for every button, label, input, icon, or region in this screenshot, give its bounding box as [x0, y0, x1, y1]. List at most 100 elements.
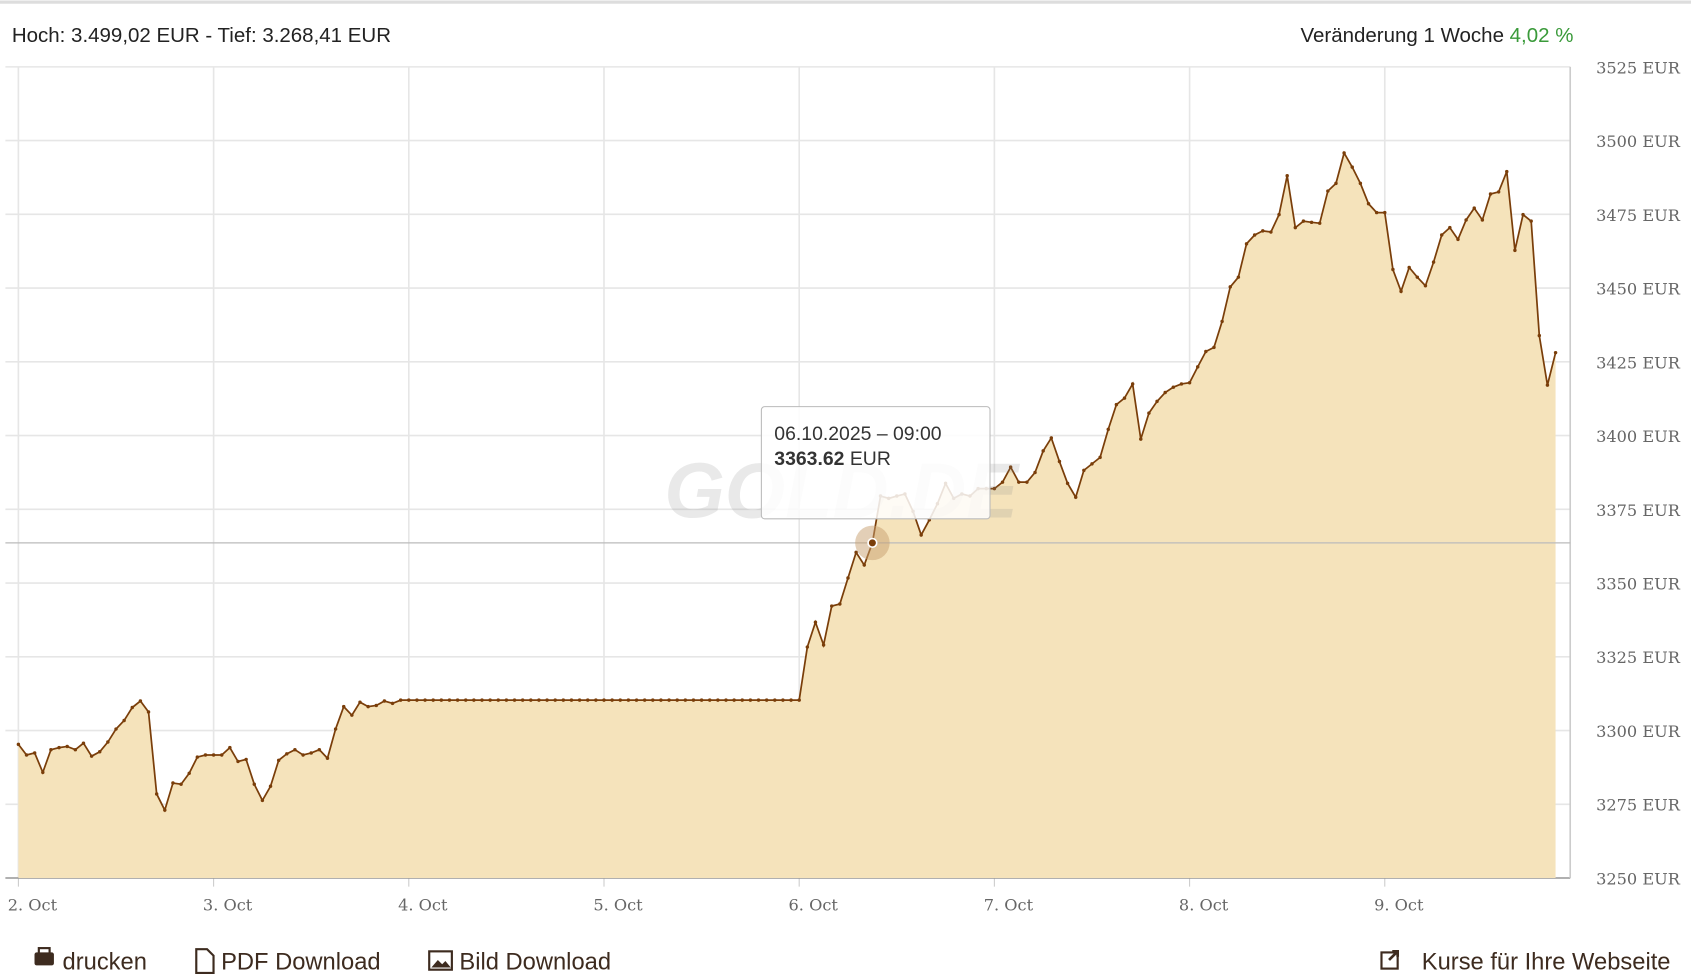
print-label[interactable]: drucken: [63, 950, 147, 974]
y-tick-label: 3500 EUR: [1596, 132, 1681, 151]
data-point: [114, 727, 118, 731]
y-tick-label: 3525 EUR: [1596, 58, 1681, 77]
footer: drucken PDF Download Bild Download Kurse…: [34, 947, 1671, 974]
data-point: [407, 698, 411, 702]
data-point: [805, 645, 810, 649]
data-point: [813, 620, 818, 625]
data-point: [732, 698, 736, 702]
area-fill: [18, 153, 1556, 879]
data-point: [1228, 285, 1232, 289]
data-point: [187, 771, 191, 776]
x-tick-label: 5. Oct: [593, 895, 643, 914]
data-point: [1179, 382, 1184, 386]
data-point: [285, 752, 289, 756]
data-point: [106, 740, 110, 744]
data-point: [1496, 190, 1501, 194]
data-point: [1342, 151, 1346, 155]
data-point: [1073, 495, 1078, 499]
high-low: Hoch: 3.499,02 EUR - Tief: 3.268,41 EUR: [12, 24, 391, 47]
data-point: [1553, 350, 1558, 355]
data-point: [390, 701, 395, 706]
data-point: [130, 705, 134, 710]
data-point: [260, 798, 265, 803]
data-point: [1236, 275, 1241, 279]
data-point: [293, 747, 297, 752]
data-point: [309, 751, 313, 755]
y-tick-label: 3250 EUR: [1596, 869, 1681, 888]
data-point: [1423, 284, 1428, 288]
y-tick-label: 3400 EUR: [1596, 427, 1681, 446]
tooltip-value: 3363.62 EUR: [774, 448, 891, 470]
data-point: [1537, 333, 1542, 338]
data-point: [1480, 218, 1485, 222]
data-point: [529, 698, 533, 702]
data-point: [691, 698, 696, 702]
data-point: [1277, 212, 1281, 217]
data-point: [1399, 289, 1403, 294]
data-point: [1472, 206, 1476, 210]
data-point: [569, 698, 574, 702]
data-point: [65, 744, 69, 749]
data-point: [992, 486, 997, 491]
data-point: [1383, 210, 1387, 215]
data-point: [1171, 385, 1176, 389]
data-point: [488, 698, 492, 702]
data-point: [1334, 181, 1338, 186]
data-point: [1269, 230, 1273, 234]
data-point: [1456, 237, 1460, 242]
data-point: [98, 750, 102, 754]
data-point: [846, 576, 850, 580]
data-point: [464, 698, 468, 702]
data-point: [195, 755, 200, 759]
data-point: [1130, 382, 1135, 386]
data-point: [1293, 225, 1298, 230]
y-tick-label: 3475 EUR: [1596, 206, 1681, 225]
data-point: [122, 718, 126, 723]
data-point: [81, 741, 86, 745]
data-point: [1122, 396, 1127, 400]
data-point: [1147, 411, 1151, 415]
data-point: [1317, 221, 1322, 225]
data-point: [1139, 437, 1143, 441]
data-point: [716, 698, 720, 702]
data-point: [1244, 242, 1249, 246]
image-label[interactable]: Bild Download: [459, 950, 611, 974]
data-point: [724, 698, 728, 702]
data-point: [163, 808, 167, 812]
embed-button[interactable]: Kurse für Ihre Webseite: [1380, 950, 1671, 974]
data-point: [455, 698, 460, 702]
data-point: [333, 727, 338, 731]
y-tick-label: 3300 EUR: [1596, 722, 1681, 741]
data-point: [626, 698, 631, 702]
print-button[interactable]: drucken: [34, 947, 147, 974]
data-point: [350, 713, 354, 717]
data-point: [618, 698, 622, 702]
data-point: [1301, 219, 1306, 223]
data-point: [748, 698, 753, 702]
data-point: [545, 698, 549, 702]
embed-label[interactable]: Kurse für Ihre Webseite: [1422, 950, 1671, 974]
data-point: [862, 563, 866, 567]
data-point: [1358, 181, 1363, 186]
data-point: [1000, 480, 1005, 484]
pdf-button[interactable]: PDF Download: [195, 948, 381, 974]
data-point: [236, 759, 240, 764]
data-point: [244, 757, 248, 762]
data-point: [740, 698, 744, 702]
data-point: [1448, 225, 1452, 230]
data-point: [382, 699, 387, 703]
image-button[interactable]: Bild Download: [428, 950, 611, 974]
data-point: [1285, 173, 1289, 178]
data-point: [1350, 165, 1354, 169]
data-point: [1261, 229, 1265, 233]
data-point: [764, 698, 769, 702]
pdf-label[interactable]: PDF Download: [221, 950, 381, 974]
data-point: [675, 698, 679, 702]
data-point: [1082, 468, 1086, 473]
data-point: [1187, 381, 1192, 385]
data-point: [1204, 349, 1208, 354]
data-point: [1545, 383, 1550, 387]
data-point: [1008, 465, 1013, 469]
price-line: [17, 150, 1557, 813]
x-tick-label: 6. Oct: [789, 895, 839, 914]
